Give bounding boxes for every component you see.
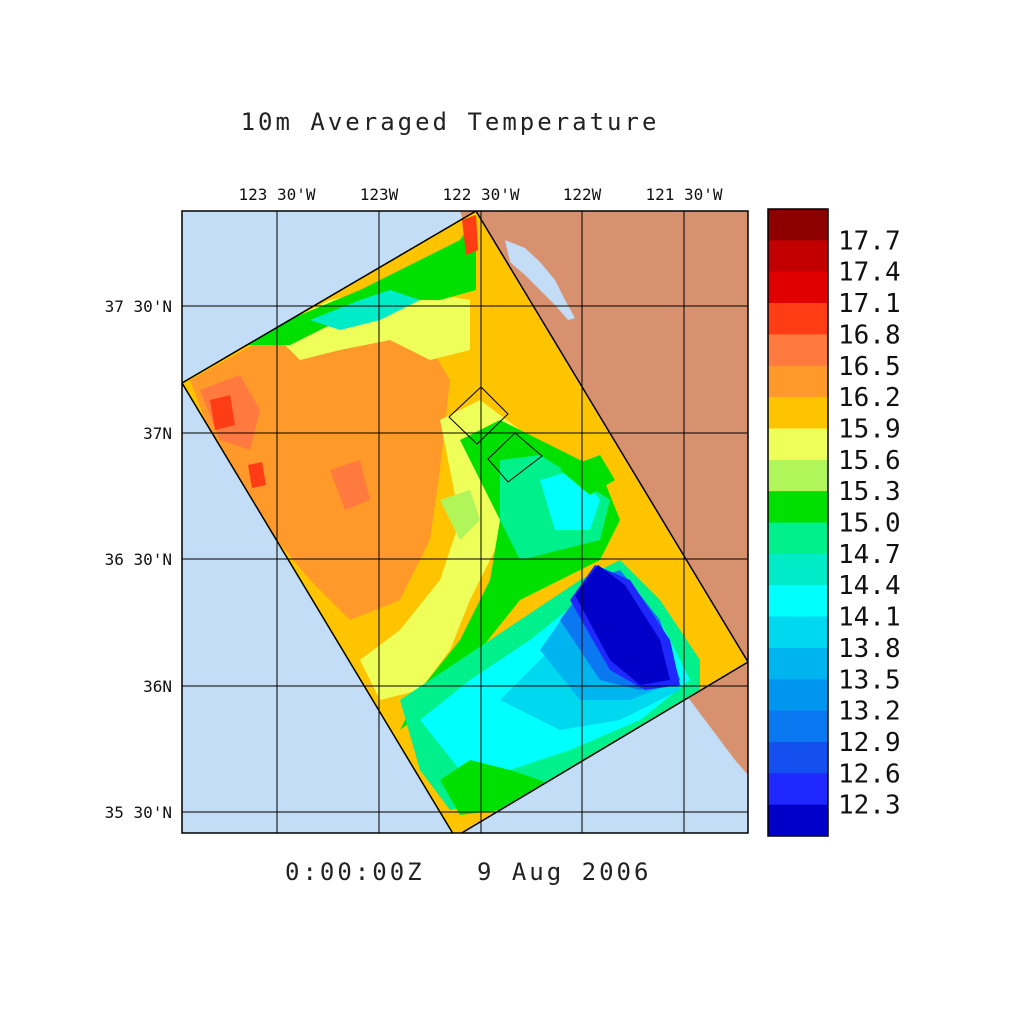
lat-label: 36 30'N [105, 550, 172, 569]
colorbar-label: 12.6 [838, 759, 901, 789]
colorbar-swatch [768, 616, 828, 649]
bay [505, 240, 575, 320]
colorbar-label: 15.3 [838, 477, 901, 507]
colorbar-label: 14.4 [838, 571, 901, 601]
graticule [182, 211, 748, 833]
colorbar-swatch [768, 209, 828, 241]
timestamp: 0:00:00Z 9 Aug 2006 [285, 858, 652, 886]
colorbar-label: 15.6 [838, 446, 901, 476]
colorbar-label: 17.1 [838, 289, 901, 319]
colorbar-swatch [768, 710, 828, 743]
lat-label: 35 30'N [105, 803, 172, 822]
lon-label: 123W [360, 185, 399, 204]
colorbar-swatch [768, 773, 828, 806]
colorbar-swatch [768, 397, 828, 429]
colorbar-swatch [768, 428, 828, 461]
colorbar-swatch [768, 365, 828, 398]
colorbar-swatch [768, 271, 828, 304]
colorbar-label: 15.9 [838, 414, 901, 444]
colorbar-swatch [768, 679, 828, 712]
colorbar-swatch [768, 491, 828, 523]
colorbar-swatch [768, 804, 828, 837]
colorbar-swatch [768, 334, 828, 367]
colorbar-swatch [768, 522, 828, 555]
colorbar-label: 16.2 [838, 383, 901, 413]
latitude-labels: 37 30'N 37N 36 30'N 36N 35 30'N [105, 297, 172, 822]
nested-domain-box [448, 386, 509, 445]
colorbar-label: 12.3 [838, 791, 901, 821]
colorbar-label: 17.4 [838, 258, 901, 288]
map-panel [182, 211, 748, 833]
map-frame [181, 210, 749, 834]
colorbar-swatch [768, 647, 828, 680]
colorbar-label: 15.0 [838, 509, 901, 539]
lon-label: 122W [563, 185, 602, 204]
longitude-labels: 123 30'W 123W 122 30'W 122W 121 30'W [238, 185, 722, 204]
colorbar-swatch [768, 240, 828, 273]
lat-label: 36N [143, 677, 172, 696]
lat-label: 37 30'N [105, 297, 172, 316]
lon-label: 122 30'W [442, 185, 519, 204]
colorbar-swatch [768, 741, 828, 774]
lon-label: 121 30'W [645, 185, 722, 204]
colorbar-swatch [768, 303, 828, 335]
map-title: 10m Averaged Temperature [240, 108, 660, 136]
lon-label: 123 30'W [238, 185, 315, 204]
colorbar-label: 16.5 [838, 352, 901, 382]
lat-label: 37N [143, 424, 172, 443]
colorbar-swatch [768, 553, 828, 586]
colorbar-frame [767, 208, 829, 837]
nested-domain-box [487, 432, 543, 483]
colorbar-label: 13.8 [838, 634, 901, 664]
colorbar-swatch [768, 585, 828, 618]
colorbar-label: 13.5 [838, 665, 901, 695]
colorbar-label: 14.7 [838, 540, 901, 570]
colorbar-label: 13.2 [838, 697, 901, 727]
colorbar-label: 14.1 [838, 603, 901, 633]
colorbar-label: 17.7 [838, 226, 901, 256]
colorbar-label: 16.8 [838, 320, 901, 350]
colorbar: 17.717.417.116.816.516.215.915.615.315.0… [767, 208, 901, 837]
colorbar-label: 12.9 [838, 728, 901, 758]
colorbar-swatch [768, 459, 828, 492]
